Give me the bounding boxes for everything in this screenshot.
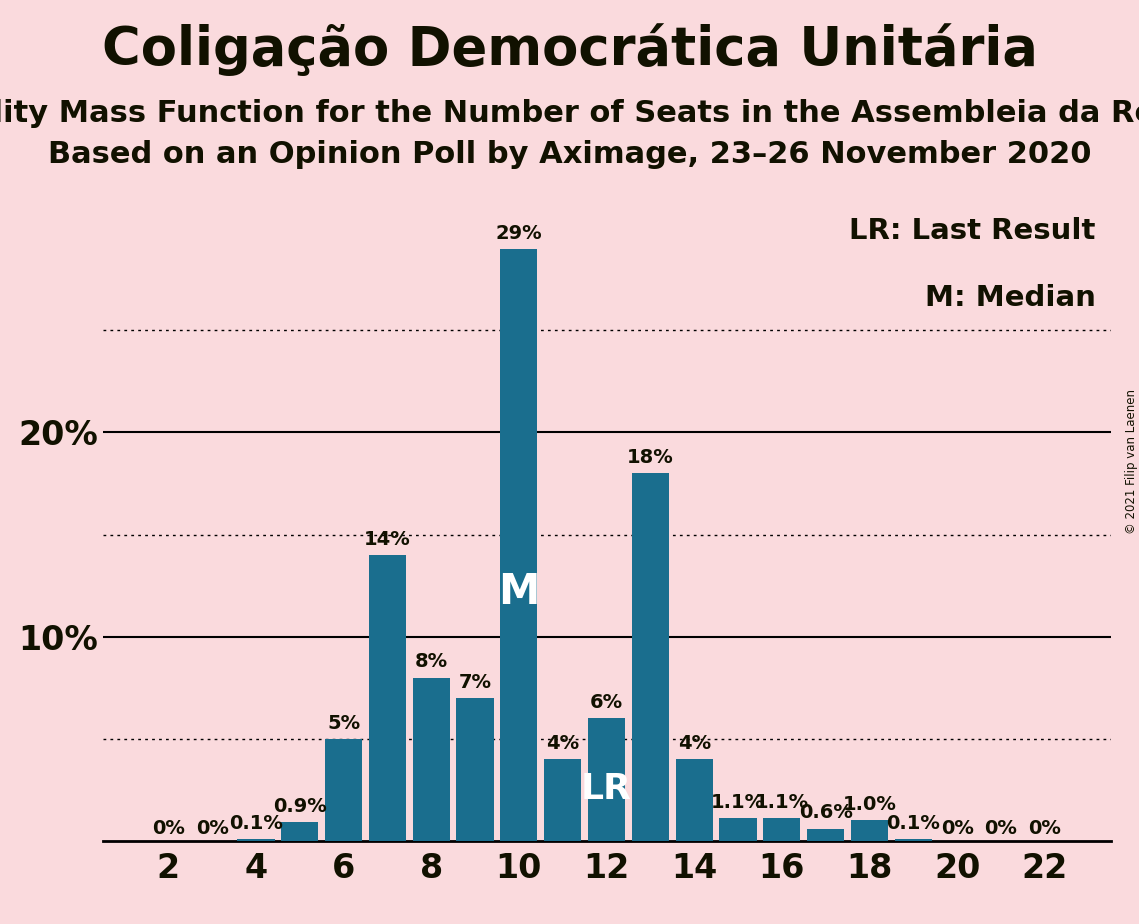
Text: 8%: 8% [415,652,448,672]
Bar [851,821,888,841]
Bar [675,760,713,841]
Text: 5%: 5% [327,713,360,733]
Text: 1.1%: 1.1% [755,794,809,812]
Bar [894,839,932,841]
Text: 4%: 4% [546,734,580,753]
Bar [237,839,274,841]
Text: 29%: 29% [495,224,542,243]
Text: Coligação Democrática Unitária: Coligação Democrática Unitária [101,23,1038,76]
Text: M: M [498,571,540,614]
Bar [720,819,756,841]
Text: 14%: 14% [364,529,411,549]
Bar [325,739,362,841]
Bar [808,829,844,841]
Text: LR: LR [581,772,632,807]
Text: Based on an Opinion Poll by Aximage, 23–26 November 2020: Based on an Opinion Poll by Aximage, 23–… [48,140,1091,169]
Bar [281,822,319,841]
Text: 0.1%: 0.1% [229,814,282,833]
Bar [632,473,669,841]
Text: 0%: 0% [984,819,1017,838]
Text: 1.0%: 1.0% [843,796,896,814]
Text: 18%: 18% [626,448,674,468]
Text: 1.1%: 1.1% [711,794,765,812]
Text: 0.9%: 0.9% [273,797,327,816]
Text: 0.6%: 0.6% [798,804,853,822]
Bar [544,760,581,841]
Bar [369,555,405,841]
Text: 7%: 7% [459,673,492,692]
Text: M: Median: M: Median [925,284,1096,312]
Bar [588,718,625,841]
Text: LR: Last Result: LR: Last Result [849,217,1096,246]
Text: Probability Mass Function for the Number of Seats in the Assembleia da República: Probability Mass Function for the Number… [0,97,1139,128]
Bar [457,698,493,841]
Text: 0%: 0% [1029,819,1062,838]
Text: 0%: 0% [941,819,974,838]
Bar [763,819,801,841]
Bar [500,249,538,841]
Bar [412,677,450,841]
Text: © 2021 Filip van Laenen: © 2021 Filip van Laenen [1124,390,1138,534]
Text: 6%: 6% [590,693,623,712]
Text: 0.1%: 0.1% [886,814,940,833]
Text: 0%: 0% [196,819,229,838]
Text: 0%: 0% [151,819,185,838]
Text: 4%: 4% [678,734,711,753]
